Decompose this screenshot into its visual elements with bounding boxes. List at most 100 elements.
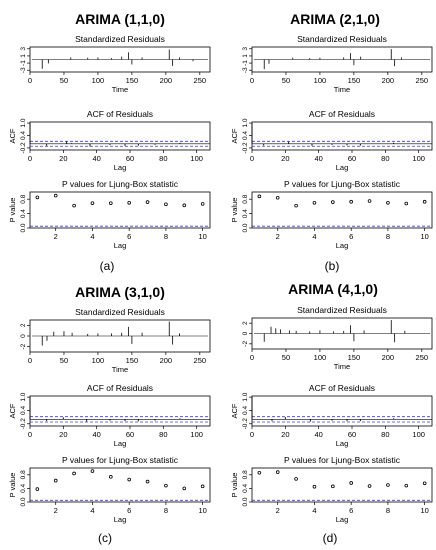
y-axis-label: P value (230, 473, 239, 498)
y-tick-label: -0.2 (242, 418, 249, 430)
x-tick-label: 20 (281, 154, 289, 163)
panel-title: ARIMA (2,1,0) (290, 11, 380, 27)
ljung-point (312, 484, 317, 489)
ljung-point (386, 201, 390, 205)
x-tick-label: 6 (127, 232, 131, 241)
y-axis-label: P value (8, 198, 17, 223)
x-tick-label: 10 (420, 506, 428, 515)
y-tick-label: -1 (20, 60, 27, 66)
panel-d: ARIMA (4,1,0) (d) Standardized Residuals… (230, 281, 433, 545)
y-tick-label: 0.4 (242, 209, 249, 218)
x-axis-label: Lag (336, 241, 349, 250)
ljung-point (182, 486, 187, 491)
x-tick-label: 60 (126, 154, 134, 163)
x-tick-label: 200 (160, 76, 173, 85)
x-tick-label: 0 (28, 154, 32, 163)
ljung-point (145, 479, 150, 484)
plot-frame (251, 467, 433, 503)
ljung-point (72, 203, 76, 208)
ljung-point (312, 201, 317, 205)
x-tick-label: 250 (416, 76, 429, 85)
x-tick-label: 2 (54, 232, 58, 241)
x-tick-label: 100 (190, 154, 203, 163)
y-tick-label: 0.4 (20, 484, 27, 493)
y-tick-label: 0.0 (242, 223, 249, 232)
x-axis-label: Lag (336, 515, 349, 524)
x-tick-label: 20 (281, 430, 289, 439)
y-tick-label: 2 (20, 323, 27, 327)
x-tick-label: 0 (250, 353, 254, 362)
x-tick-label: 8 (164, 506, 168, 515)
x-tick-label: 150 (126, 356, 139, 365)
ljung-point (90, 201, 95, 205)
x-tick-label: 4 (90, 232, 94, 241)
subplot-title: ACF of Residuals (309, 109, 375, 119)
x-tick-label: 20 (59, 154, 67, 163)
y-tick-label: 0 (20, 334, 27, 338)
ljung-point (367, 199, 372, 203)
y-tick-label: 1 (242, 54, 249, 58)
ljung-point (331, 484, 335, 489)
x-axis-label: Lag (114, 241, 127, 250)
y-tick-label: 1.0 (242, 118, 249, 127)
y-axis-label: P value (230, 198, 239, 223)
panel-title: ARIMA (4,1,0) (288, 281, 378, 297)
x-tick-label: 10 (420, 232, 428, 241)
x-tick-label: 200 (382, 353, 395, 362)
x-axis-label: Time (334, 362, 350, 371)
y-axis-label: ACF (8, 403, 17, 418)
x-tick-label: 80 (381, 430, 389, 439)
y-tick-label: 1.0 (20, 392, 27, 401)
y-tick-label: -2 (20, 343, 27, 349)
ljung-point (386, 483, 390, 487)
panel-caption: (d) (323, 531, 338, 545)
ljung-point (182, 203, 187, 208)
y-tick-label: 1.0 (242, 392, 249, 401)
ljung-point (53, 478, 58, 483)
x-tick-label: 50 (60, 356, 68, 365)
y-axis-label: P value (8, 473, 17, 498)
ljung-point (90, 469, 95, 473)
x-tick-label: 60 (348, 430, 356, 439)
x-tick-label: 40 (92, 430, 100, 439)
plot-frame (29, 121, 211, 151)
y-tick-label: 0.8 (242, 470, 249, 479)
y-tick-label: 2 (242, 321, 249, 325)
x-tick-label: 200 (382, 76, 395, 85)
x-axis-label: Time (112, 85, 128, 94)
x-tick-label: 0 (28, 76, 32, 85)
x-tick-label: 60 (348, 154, 356, 163)
x-tick-label: 80 (159, 430, 167, 439)
subplot-title: ACF of Residuals (87, 383, 153, 393)
ljung-point (35, 487, 40, 491)
x-tick-label: 250 (416, 353, 429, 362)
ljung-point (404, 201, 409, 206)
x-tick-label: 2 (54, 506, 58, 515)
x-tick-label: 10 (198, 506, 206, 515)
ljung-point (200, 202, 205, 206)
ljung-point (294, 477, 298, 481)
x-tick-label: 60 (126, 430, 134, 439)
y-tick-label: 0.4 (20, 131, 27, 140)
subplot-title: P values for Ljung-Box statistic (62, 179, 179, 189)
ljung-point (422, 481, 427, 486)
x-axis-label: Lag (336, 163, 349, 172)
ljung-point (35, 195, 40, 200)
subplot-title: ACF of Residuals (309, 383, 375, 393)
x-tick-label: 6 (349, 506, 353, 515)
x-tick-label: 100 (190, 430, 203, 439)
x-tick-label: 50 (282, 353, 290, 362)
x-tick-label: 40 (314, 430, 322, 439)
ljung-point (367, 484, 372, 488)
x-tick-label: 100 (314, 353, 327, 362)
y-axis-label: ACF (8, 128, 17, 143)
x-tick-label: 2 (276, 232, 280, 241)
y-tick-label: 0.4 (242, 484, 249, 493)
x-tick-label: 100 (92, 356, 105, 365)
plot-frame (251, 121, 433, 151)
x-tick-label: 150 (348, 353, 361, 362)
ljung-point (257, 194, 262, 199)
y-tick-label: -0.2 (20, 418, 27, 430)
x-tick-label: 8 (386, 506, 390, 515)
